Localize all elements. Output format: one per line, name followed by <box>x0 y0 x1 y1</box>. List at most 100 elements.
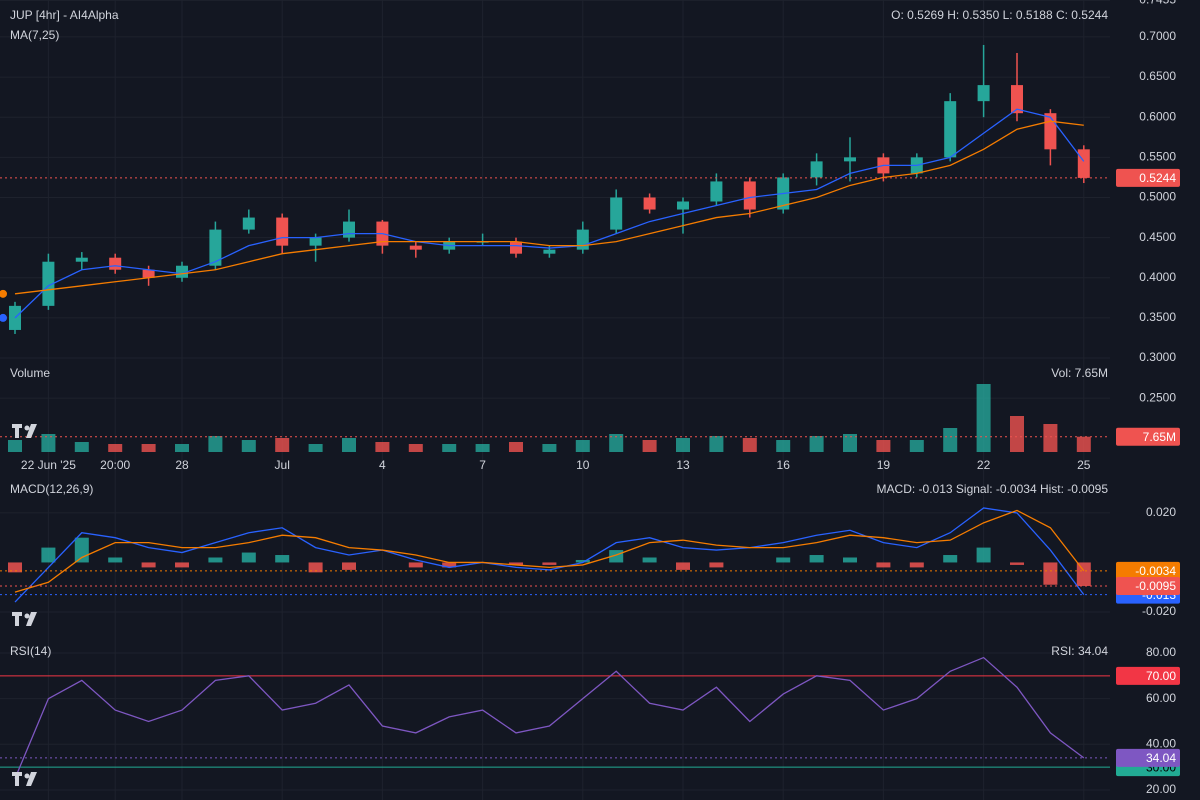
x-tick-label: 25 <box>1077 458 1091 472</box>
pane-title: MACD(12,26,9) <box>10 482 93 496</box>
histogram-bar <box>74 537 89 563</box>
volume-bar <box>809 436 824 452</box>
histogram-bar <box>976 547 991 563</box>
candle-body <box>42 261 55 306</box>
volume-bar <box>74 442 89 452</box>
candle-body <box>710 181 723 202</box>
x-tick-label: 22 Jun '25 <box>21 458 76 472</box>
histogram-bar <box>809 555 824 563</box>
histogram-bar <box>308 562 323 573</box>
x-tick-label: 13 <box>676 458 690 472</box>
volume-bar <box>141 444 156 452</box>
candle-body <box>810 161 823 178</box>
pane-legend: Vol: 7.65M <box>1051 366 1108 380</box>
volume-bar <box>509 442 523 452</box>
candle-body <box>1011 85 1023 114</box>
candle-body <box>743 181 756 210</box>
x-tick-label: 28 <box>175 458 189 472</box>
x-tick-label: 7 <box>479 458 486 472</box>
y-tick-label: 20.00 <box>1146 782 1176 796</box>
volume-bar <box>241 440 256 452</box>
candle-body <box>944 101 957 158</box>
logo <box>12 424 37 438</box>
volume-bar <box>776 440 791 452</box>
price-badge <box>1116 168 1180 187</box>
y-tick-label: 40.00 <box>1146 736 1176 750</box>
y-tick-label: 0.3000 <box>1139 350 1176 364</box>
volume-bar <box>1043 424 1058 452</box>
volume-bar <box>342 438 356 452</box>
histogram-bar <box>241 552 256 563</box>
candle-body <box>543 249 556 254</box>
histogram-bar <box>442 562 457 568</box>
volume-bar <box>41 434 56 452</box>
volume-bar <box>642 440 657 452</box>
histogram-bar <box>509 562 523 565</box>
histogram-bar <box>208 557 223 563</box>
volume-bar <box>1010 416 1024 452</box>
y-tick-label: 0.020 <box>1146 505 1176 519</box>
candle-body <box>409 245 422 250</box>
volume-bar <box>709 436 724 452</box>
y-tick-label: 0.6500 <box>1139 69 1176 83</box>
volume-bar <box>408 444 423 452</box>
y-tick-label: 0.4000 <box>1139 270 1176 284</box>
pane-legend: MACD: -0.013 Signal: -0.0034 Hist: -0.00… <box>877 482 1109 496</box>
histogram-bar <box>1010 562 1024 565</box>
candle-body <box>977 85 990 102</box>
y-tick-label: 0.2500 <box>1139 390 1176 404</box>
y-tick-label: 60.00 <box>1146 691 1176 705</box>
candle-body <box>576 229 589 250</box>
price-badge-label: 7.65M <box>1143 430 1176 444</box>
candle-body <box>844 157 856 162</box>
price-badge-label: 0.5244 <box>1139 171 1176 185</box>
ma-line <box>14 120 1084 295</box>
candle-body <box>209 229 222 266</box>
volume-bar <box>8 440 22 452</box>
candle-body <box>1077 149 1090 178</box>
volume-bar <box>442 444 457 452</box>
chart-title: JUP [4hr] - AI4Alpha <box>10 8 119 22</box>
volume-bar <box>542 444 557 452</box>
volume-bar <box>575 440 590 452</box>
candle-body <box>1044 113 1057 150</box>
ohlc-legend: O: 0.5269 H: 0.5350 L: 0.5188 C: 0.5244 <box>891 8 1108 22</box>
histogram-bar <box>175 562 189 568</box>
candle-body <box>75 257 88 262</box>
logo <box>12 772 37 786</box>
candle-body <box>610 197 623 230</box>
pane-title: Volume <box>10 366 50 380</box>
pane-legend: RSI: 34.04 <box>1051 644 1108 658</box>
y-tick-label: -0.020 <box>1142 604 1176 618</box>
y-tick-label: 0.6000 <box>1139 109 1176 123</box>
price-badge-label: -0.0095 <box>1135 579 1176 593</box>
x-tick-label: Jul <box>275 458 290 472</box>
volume-bar <box>375 442 390 452</box>
volume-bar <box>742 438 757 452</box>
y-tick-label: 0.4500 <box>1139 230 1176 244</box>
histogram-bar <box>676 562 690 570</box>
histogram-bar <box>408 562 423 568</box>
price-badge-label: 70.00 <box>1146 669 1176 683</box>
histogram-bar <box>542 562 557 565</box>
macd-line <box>14 507 1085 603</box>
histogram-bar <box>275 555 290 563</box>
price-badge <box>1116 576 1180 595</box>
x-tick-label: 19 <box>877 458 891 472</box>
candle-body <box>242 217 255 230</box>
y-tick-label: 0.3500 <box>1139 310 1176 324</box>
volume-bar <box>609 434 624 452</box>
histogram-bar <box>843 557 857 563</box>
y-tick-label: 0.5500 <box>1139 150 1176 164</box>
histogram-bar <box>108 557 123 563</box>
y-tick-label: 0.7000 <box>1139 29 1176 43</box>
y-tick-label: 0.5000 <box>1139 190 1176 204</box>
candle-body <box>343 221 355 238</box>
y-tick-label: 0.7455 <box>1139 0 1176 7</box>
price-badge <box>1116 666 1180 685</box>
candle-body <box>677 201 689 210</box>
volume-bar <box>175 444 189 452</box>
volume-bar <box>876 440 891 452</box>
